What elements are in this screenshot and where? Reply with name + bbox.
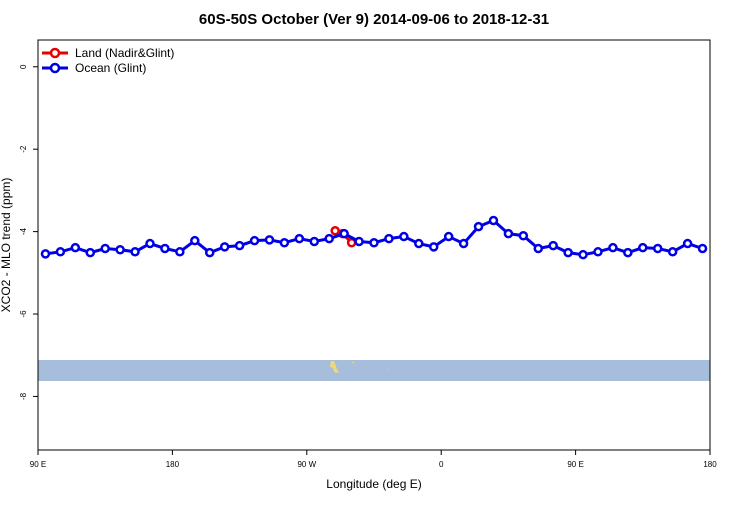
data-point [384,233,394,244]
x-tick-label: 90 E [567,460,583,469]
data-point [309,236,320,247]
data-point [234,240,245,251]
land-shape [330,361,339,373]
land-shape [352,362,354,363]
data-point [608,242,618,253]
y-tick-label: 0 [19,64,28,69]
data-point [100,243,110,254]
data-point [682,238,693,249]
legend-label: Ocean (Glint) [75,61,146,75]
data-point [533,243,544,254]
x-tick-label: 180 [166,460,180,469]
y-tick-label: -2 [19,145,28,153]
x-tick-label: 180 [703,460,717,469]
data-point [667,247,678,257]
data-point [578,249,588,260]
chart-title: 60S-50S October (Ver 9) 2014-09-06 to 20… [199,11,549,28]
data-point [115,244,125,255]
data-point [652,243,663,254]
data-point [473,221,484,232]
legend-marker [49,62,61,74]
data-point [175,247,185,257]
data-point [563,247,573,258]
y-tick-label: -4 [19,228,28,236]
y-axis-label: XCO2 - MLO trend (ppm) [0,178,13,313]
data-point [458,238,469,249]
y-tick-label: -8 [19,392,28,400]
data-point [145,238,155,249]
data-point [85,247,96,258]
data-point [443,231,454,242]
data-point [130,247,140,257]
data-point [339,228,349,239]
data-point [488,215,499,226]
data-point [428,242,439,252]
data-point [330,226,340,236]
data-point [399,231,409,242]
data-point [638,242,648,253]
data-point [190,235,200,246]
data-point [204,247,215,258]
data-point [70,242,81,253]
x-tick-label: 90 E [30,460,46,469]
data-point [264,235,275,245]
data-point [354,236,364,247]
land-shape [387,369,388,370]
data-point [593,247,603,257]
data-point [697,243,708,254]
data-point [518,230,529,241]
plot-frame [37,39,711,451]
data-point [279,237,290,248]
legend-marker [49,47,61,59]
data-point [160,243,170,254]
map-band [38,360,710,381]
data-point [219,242,230,252]
x-axis-label: Longitude (deg E) [326,477,421,491]
data-point [414,238,424,249]
y-tick-label: -6 [19,310,28,318]
data-point [40,249,51,259]
data-point [324,233,334,244]
data-point [369,237,379,248]
data-point [548,240,558,251]
data-point [503,228,514,239]
data-point [249,235,260,246]
data-point [294,233,305,244]
legend-label: Land (Nadir&Glint) [75,46,174,60]
data-point [55,247,66,257]
series-line [45,218,704,257]
x-tick-label: 0 [439,460,444,469]
data-point [623,247,633,258]
x-tick-label: 90 W [297,460,316,469]
